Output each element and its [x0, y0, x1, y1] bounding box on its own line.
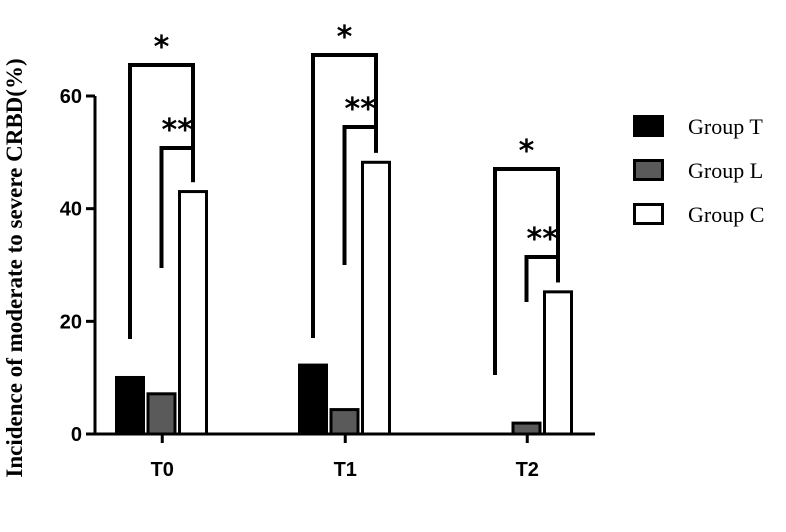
- x-tick-label-t1: T1: [334, 459, 357, 481]
- bar-t2-group-c: [543, 290, 573, 436]
- significance-bracket: [128, 63, 195, 339]
- y-ticks: 0 20 40 60: [60, 86, 95, 446]
- y-tick-label: 20: [60, 311, 82, 333]
- legend-label: Group C: [688, 202, 764, 227]
- bar-t0-group-t: [115, 375, 145, 436]
- significance-bracket: [342, 125, 378, 265]
- y-tick-label: 40: [60, 199, 82, 221]
- bar-t0-group-c: [178, 190, 208, 436]
- significance-bracket: [311, 53, 378, 338]
- bars: [115, 160, 573, 436]
- bar-t1-group-t: [298, 363, 328, 436]
- x-tick-label-t0: T0: [151, 459, 174, 481]
- significance-label: *: [519, 134, 535, 169]
- bar-t1-group-c: [361, 160, 391, 436]
- bar-t0-group-l: [146, 392, 177, 436]
- legend-swatch-group-t: [633, 115, 664, 137]
- x-ticks: T0 T1 T2: [151, 434, 539, 481]
- significance-label: *: [337, 20, 353, 55]
- y-axis-label: Incidence of moderate to severe CRBD(%): [2, 58, 27, 477]
- y-tick-label: 0: [71, 424, 82, 446]
- legend-swatch-group-c: [633, 203, 664, 225]
- bar-t2-group-l: [511, 421, 542, 436]
- legend-label: Group T: [688, 114, 763, 139]
- significance-label: **: [345, 92, 377, 127]
- bar-t1-group-l: [329, 408, 360, 436]
- y-tick-label: 60: [60, 86, 82, 108]
- x-tick-label-t2: T2: [516, 459, 539, 481]
- significance-bracket: [493, 167, 560, 375]
- significance-brackets: *********: [128, 20, 560, 375]
- significance-bracket: [159, 146, 195, 268]
- legend-label: Group L: [688, 158, 763, 183]
- significance-label: **: [162, 113, 194, 148]
- legend: Group T Group L Group C: [633, 114, 764, 227]
- legend-swatch-group-l: [633, 159, 664, 181]
- significance-bracket: [524, 255, 560, 302]
- significance-label: **: [527, 222, 559, 257]
- significance-label: *: [154, 30, 170, 65]
